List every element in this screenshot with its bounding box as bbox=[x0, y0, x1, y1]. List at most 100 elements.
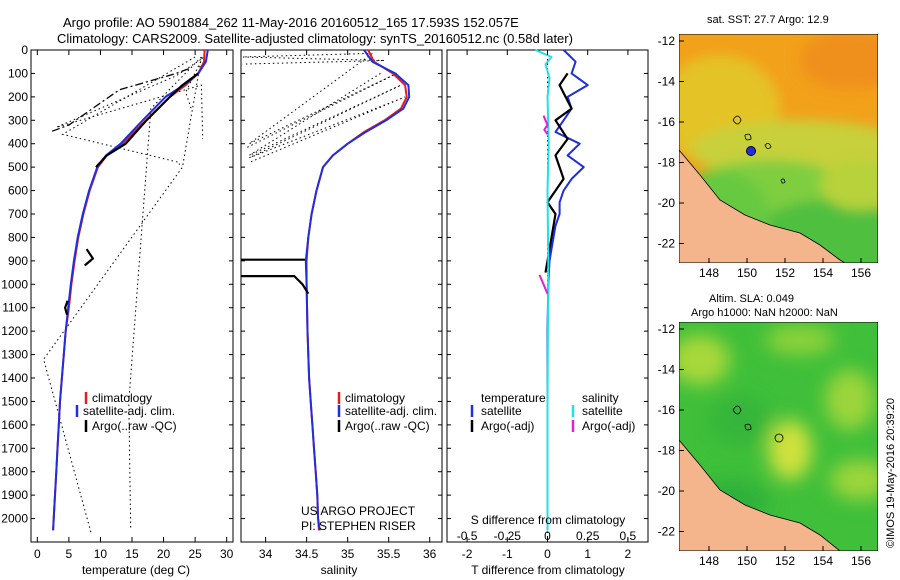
legend-temp-satellite: satellite bbox=[481, 404, 522, 418]
x-tick-label: 0 bbox=[544, 547, 551, 561]
map-y-label: -18 bbox=[658, 444, 676, 458]
plot-1: 34 34.5 35 35.5 36 bbox=[241, 49, 442, 561]
depth-label: 300 bbox=[8, 113, 28, 127]
plot-0: 0 5 10 15 20 25 30 bbox=[31, 49, 234, 561]
map-y-label: -12 bbox=[658, 322, 676, 336]
series-black bbox=[544, 72, 573, 273]
x-tick-label: 0 bbox=[34, 547, 41, 561]
depth-label: 2000 bbox=[1, 512, 28, 526]
depth-label: 100 bbox=[8, 66, 28, 80]
dotted-profile bbox=[43, 56, 202, 533]
depth-label: 1800 bbox=[1, 465, 28, 479]
map-x-label: 156 bbox=[851, 554, 871, 568]
depth-label: 600 bbox=[8, 184, 28, 198]
dotted-profile bbox=[128, 56, 202, 531]
header-line2: Climatology: CARS2009. Satellite-adjuste… bbox=[57, 31, 573, 46]
series-magenta bbox=[538, 274, 549, 295]
salinity-legend: climatology satellite-adj. clim. Argo(..… bbox=[337, 391, 437, 433]
map-y-label: -20 bbox=[658, 484, 676, 498]
x-tick-label-salinity: 0 bbox=[544, 529, 551, 543]
map-y-label: -16 bbox=[658, 115, 676, 129]
depth-axis: 0 100 200 300 400 500 600 700 800 900 1000 1100 1200… bbox=[1, 43, 28, 526]
legend-argo: Argo(..raw -QC) bbox=[92, 419, 177, 433]
series-magenta bbox=[542, 115, 549, 135]
depth-label: 1500 bbox=[1, 394, 28, 408]
map-y-label: -22 bbox=[658, 237, 676, 251]
header-line1: Argo profile: AO 5901884_262 11-May-2016… bbox=[63, 15, 519, 30]
depth-label: 1900 bbox=[1, 488, 28, 502]
series-black bbox=[241, 275, 310, 295]
salinity-panel bbox=[240, 49, 443, 543]
dotted-profile bbox=[244, 53, 398, 149]
map-x-label: 154 bbox=[813, 266, 833, 280]
dotted-profile bbox=[185, 53, 206, 112]
depth-label: 1100 bbox=[2, 301, 28, 315]
difference-legend: temperature salinity satellite Argo(-adj… bbox=[470, 391, 635, 433]
series-black bbox=[63, 300, 69, 315]
plot-2: -2 -1 0 1 2 -0.5 -0.25 0 0.25 0.5 bbox=[447, 49, 648, 561]
depth-label: 700 bbox=[8, 207, 28, 221]
x-tick-label: 20 bbox=[157, 547, 171, 561]
x-tick-label: 35.5 bbox=[377, 547, 401, 561]
temperature-xlabel: temperature (deg C) bbox=[82, 563, 190, 577]
x-tick-label-salinity: -0.5 bbox=[457, 529, 478, 543]
depth-label: 1700 bbox=[1, 441, 28, 455]
map-y-label: -12 bbox=[658, 34, 676, 48]
series-cyan bbox=[535, 49, 553, 531]
depth-label: 1000 bbox=[1, 277, 28, 291]
x-tick-label-salinity: 0.25 bbox=[576, 529, 600, 543]
depth-label: 200 bbox=[8, 90, 28, 104]
map-x-label: 150 bbox=[737, 266, 757, 280]
land-bottom bbox=[679, 439, 841, 551]
difference-xlabel: T difference from climatology bbox=[471, 563, 625, 577]
legend-sal-satellite: satellite bbox=[582, 404, 623, 418]
difference-xlabel-salinity: S difference from climatology bbox=[471, 513, 626, 527]
sst-map bbox=[679, 34, 878, 263]
pi-credit: PI: STEPHEN RISER bbox=[301, 519, 416, 533]
map-bottom-title2: Argo h1000: NaN h2000: NaN bbox=[691, 307, 838, 319]
legend-temperature-title: temperature bbox=[481, 391, 546, 405]
map-x-label: 152 bbox=[775, 554, 795, 568]
x-tick-label: 2 bbox=[625, 547, 632, 561]
legend-climatology: climatology bbox=[92, 391, 152, 405]
depth-label: 1300 bbox=[1, 348, 28, 362]
map-axes: 148 150 152 154 156 -12 -14 -16 -18 -20 -22 148 150 1… bbox=[658, 34, 872, 568]
map-y-label: -14 bbox=[658, 363, 676, 377]
legend-argo: Argo(..raw -QC) bbox=[345, 419, 430, 433]
series-black bbox=[95, 72, 199, 168]
depth-label: 800 bbox=[8, 230, 28, 244]
x-tick-label: 1 bbox=[584, 547, 591, 561]
legend-satellite: satellite-adj. clim. bbox=[345, 404, 437, 418]
project-credit: US ARGO PROJECT bbox=[301, 504, 416, 518]
map-x-label: 148 bbox=[699, 266, 719, 280]
map-y-label: -16 bbox=[658, 403, 676, 417]
series-black bbox=[83, 248, 95, 267]
series-blue bbox=[304, 49, 411, 531]
map-y-label: -22 bbox=[658, 525, 676, 539]
depth-label: 500 bbox=[8, 160, 28, 174]
legend-climatology: climatology bbox=[345, 391, 405, 405]
depth-label: 900 bbox=[8, 254, 28, 268]
x-tick-label: 25 bbox=[188, 547, 202, 561]
map-x-label: 150 bbox=[737, 554, 757, 568]
dotted-profile bbox=[61, 56, 196, 165]
x-tick-label: 34 bbox=[259, 547, 273, 561]
x-tick-label-salinity: 0.5 bbox=[620, 529, 637, 543]
map-bottom-title1: Altim. SLA: 0.049 bbox=[709, 293, 794, 305]
map-y-label: -20 bbox=[658, 196, 676, 210]
dotted-profile bbox=[242, 53, 385, 65]
sla-map bbox=[679, 322, 878, 551]
legend-temp-argo: Argo(-adj) bbox=[481, 419, 534, 433]
map-x-label: 156 bbox=[851, 266, 871, 280]
imos-timestamp: ©IMOS 19-May-2016 20:39:20 bbox=[885, 398, 897, 548]
map-top-title: sat. SST: 27.7 Argo: 12.9 bbox=[707, 14, 829, 26]
map-x-label: 148 bbox=[699, 554, 719, 568]
temperature-legend: climatology satellite-adj. clim. Argo(..… bbox=[75, 391, 177, 433]
legend-sal-argo: Argo(-adj) bbox=[582, 419, 635, 433]
x-tick-label: 5 bbox=[66, 547, 73, 561]
x-tick-label: 30 bbox=[220, 547, 234, 561]
depth-label: 1600 bbox=[1, 418, 28, 432]
series-blue bbox=[52, 49, 209, 531]
land-top bbox=[679, 149, 846, 263]
